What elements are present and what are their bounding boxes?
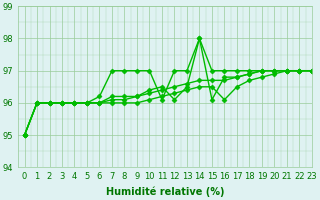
X-axis label: Humidité relative (%): Humidité relative (%): [106, 187, 224, 197]
